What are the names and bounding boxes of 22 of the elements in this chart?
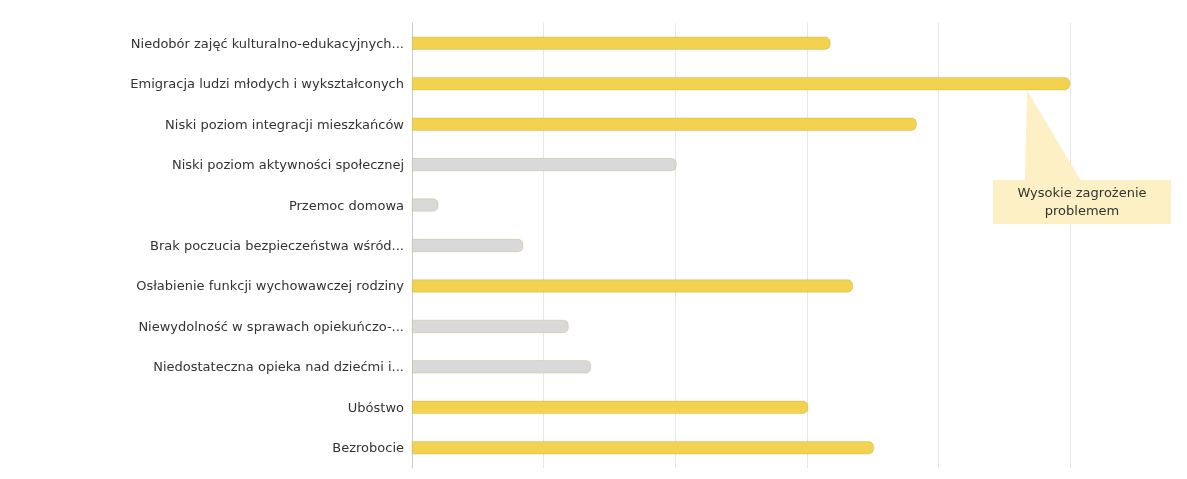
y-tick-label: Bezrobocie	[332, 440, 404, 456]
bar	[412, 36, 831, 50]
bar	[412, 239, 524, 252]
y-tick-label: Przemoc domowa	[288, 197, 404, 213]
bar	[412, 158, 677, 172]
y-tick-label: Osłabienie funkcji wychowawczej rodziny	[136, 278, 405, 294]
y-tick-label: Niski poziom integracji mieszkańców	[165, 116, 405, 132]
y-tick-label: Niewydolność w sprawach opiekuńczo-...	[138, 318, 404, 334]
bar	[412, 441, 874, 455]
bar	[412, 319, 569, 333]
bar	[412, 360, 591, 374]
bar	[412, 279, 853, 293]
bar	[412, 198, 439, 212]
y-tick-label: Niski poziom aktywności społecznej	[171, 157, 404, 173]
bar	[412, 400, 809, 414]
bar	[412, 77, 1070, 91]
y-tick-label: Emigracja ludzi młodych i wykształconych	[130, 76, 404, 92]
y-tick-label: Niedostateczna opieka nad dziećmi i...	[153, 359, 404, 375]
y-tick-label: Ubóstwo	[347, 399, 405, 415]
y-tick-label: Niedobór zajęć kulturalno-edukacyjnych...	[130, 35, 404, 51]
y-tick-label: Brak poczucia bezpieczeństwa wśród...	[150, 238, 404, 253]
bar	[412, 117, 917, 131]
